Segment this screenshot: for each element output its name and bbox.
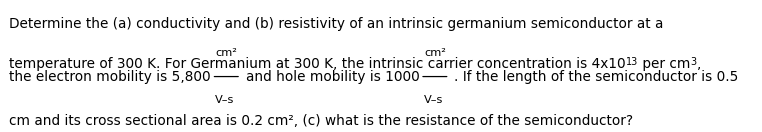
Text: 13: 13 [626,57,638,67]
Text: ,: , [696,57,701,71]
Text: the electron mobility is 5,800: the electron mobility is 5,800 [9,70,211,84]
Text: cm and its cross sectional area is 0.2 cm², (c) what is the resistance of the se: cm and its cross sectional area is 0.2 c… [9,114,633,128]
Text: V–s: V–s [216,95,235,105]
Text: V–s: V–s [424,95,443,105]
Text: per cm: per cm [638,57,690,71]
Text: and hole mobility is 1000: and hole mobility is 1000 [245,70,419,84]
Text: . If the length of the semiconductor is 0.5: . If the length of the semiconductor is … [454,70,738,84]
Text: cm²: cm² [424,48,446,58]
Text: Determine the (a) conductivity and (b) resistivity of an intrinsic germanium sem: Determine the (a) conductivity and (b) r… [9,17,664,31]
Text: cm²: cm² [216,48,237,58]
Text: temperature of 300 K. For Germanium at 300 K, the intrinsic carrier concentratio: temperature of 300 K. For Germanium at 3… [9,57,626,71]
Text: 3: 3 [690,57,696,67]
